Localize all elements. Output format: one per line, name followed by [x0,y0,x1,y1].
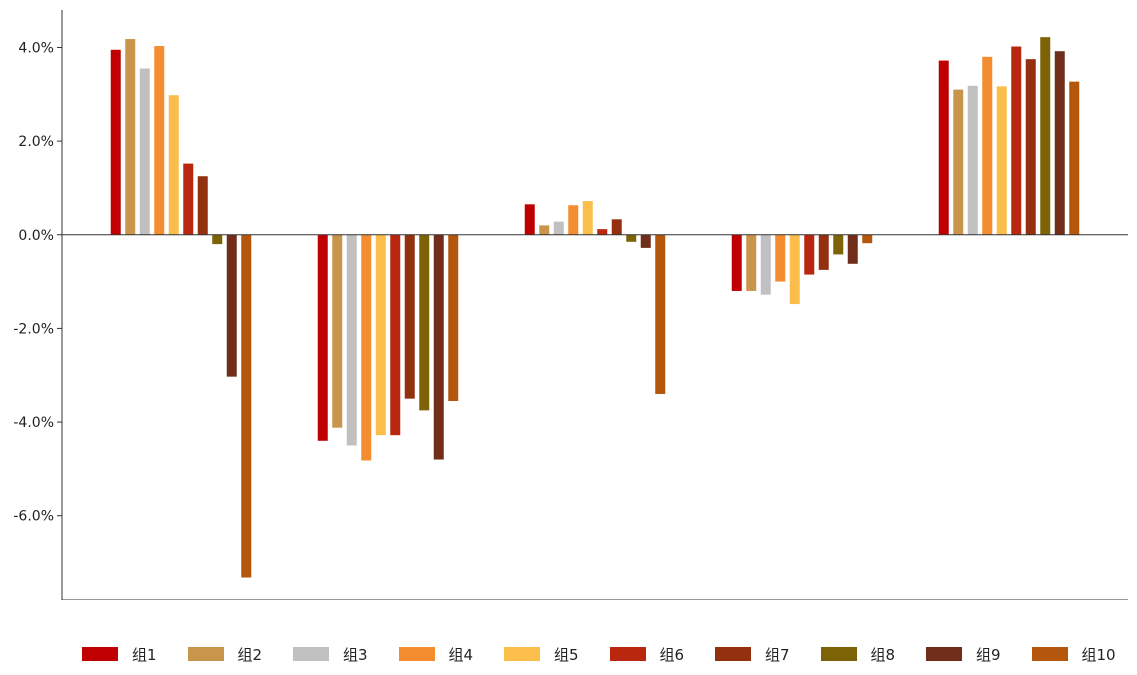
bar-4-2023-08-01 [361,234,372,461]
bar-7-2023-09-01 [611,219,622,235]
legend-item: 组7 [715,636,790,672]
legend-swatch [820,647,857,661]
bar-6-2023-08-01 [390,234,401,436]
legend-item: 组4 [398,636,474,672]
bar-3-2023-11-01 [967,85,978,235]
bar-chart: 4.0%2.0%0.0%-2.0%-4.0%-6.0%2023-07-03202… [13,10,1128,626]
legend-label: 组4 [448,645,474,664]
bar-2-2023-10-09 [746,234,757,291]
legend-item: 组6 [609,636,685,672]
bar-8-2023-10-09 [833,234,844,255]
y-tick-label: -2.0% [13,321,54,337]
legend-swatch [926,647,962,661]
legend-label: 组9 [976,645,1001,664]
bar-1-2023-07-03 [110,49,121,235]
bar-8-2023-11-01 [1040,37,1051,235]
bar-10-2023-10-09 [862,234,873,244]
y-tick-label: -6.0% [13,509,54,525]
bar-9-2023-07-03 [226,234,237,377]
legend-swatch [293,647,329,661]
bar-5-2023-09-01 [582,201,593,235]
legend-label: 组2 [237,645,263,664]
legend-item: 组1 [82,636,157,672]
bar-3-2023-07-03 [139,68,150,235]
legend-label: 组10 [1081,645,1116,664]
legend: 组1 组2 组3 组4 组5 组6 组7 组8 组9 组10 [0,636,1137,672]
bar-10-2023-07-03 [241,234,252,578]
bar-5-2023-08-01 [375,234,386,436]
bar-4-2023-11-01 [982,56,993,235]
bar-8-2023-07-03 [212,234,223,245]
bar-6-2023-07-03 [183,163,194,235]
bar-1-2023-10-09 [731,234,742,291]
bar-10-2023-08-01 [448,234,459,401]
bar-7-2023-07-03 [197,176,208,235]
legend-label: 组3 [343,645,368,664]
bar-3-2023-09-01 [553,221,564,235]
legend-label: 组8 [870,645,896,664]
y-tick-label: 2.0% [18,134,54,150]
bar-3-2023-10-09 [760,234,771,295]
bar-2-2023-11-01 [953,89,964,235]
bar-6-2023-09-01 [597,229,608,235]
legend-label: 组7 [765,645,790,664]
bar-5-2023-11-01 [996,86,1007,235]
bar-2-2023-07-03 [125,39,136,235]
legend-label: 组6 [659,645,685,664]
legend-swatch [82,647,118,661]
legend-item: 组3 [293,636,368,672]
legend-item: 组5 [504,636,579,672]
y-tick-label: 4.0% [18,40,54,56]
bar-9-2023-09-01 [640,234,651,248]
bar-1-2023-09-01 [524,204,535,235]
legend-swatch [609,647,646,661]
bar-6-2023-10-09 [804,234,815,275]
bar-4-2023-10-09 [775,234,786,282]
legend-swatch [504,647,540,661]
bar-5-2023-10-09 [789,234,800,305]
bar-7-2023-08-01 [404,234,415,399]
legend-label: 组5 [554,645,579,664]
bar-10-2023-09-01 [655,234,666,394]
bar-9-2023-10-09 [847,234,858,264]
legend-item: 组2 [187,636,263,672]
bar-1-2023-11-01 [938,60,949,235]
legend-swatch [715,647,751,661]
bar-9-2023-11-01 [1054,51,1065,235]
legend-item: 组9 [926,636,1001,672]
bar-7-2023-11-01 [1025,59,1036,235]
bar-7-2023-10-09 [818,234,829,270]
bar-10-2023-11-01 [1069,81,1080,235]
legend-swatch [187,647,224,661]
y-tick-label: -4.0% [13,415,54,431]
chart-svg: 4.0%2.0%0.0%-2.0%-4.0%-6.0%2023-07-03202… [13,10,1128,626]
legend-label: 组1 [132,645,157,664]
bar-5-2023-07-03 [168,95,179,235]
bar-4-2023-09-01 [568,205,579,235]
legend-item: 组8 [820,636,896,672]
bar-8-2023-08-01 [419,234,430,411]
legend-item: 组10 [1031,636,1116,672]
y-tick-label: 0.0% [18,228,54,244]
bar-8-2023-09-01 [626,234,637,242]
legend-swatch [1031,647,1068,661]
bar-2-2023-09-01 [539,225,550,235]
bar-3-2023-08-01 [346,234,357,446]
bar-4-2023-07-03 [154,46,165,235]
legend-swatch [398,647,435,661]
bar-1-2023-08-01 [317,234,328,441]
bar-2-2023-08-01 [332,234,343,428]
bar-6-2023-11-01 [1011,46,1022,235]
bar-9-2023-08-01 [433,234,444,460]
